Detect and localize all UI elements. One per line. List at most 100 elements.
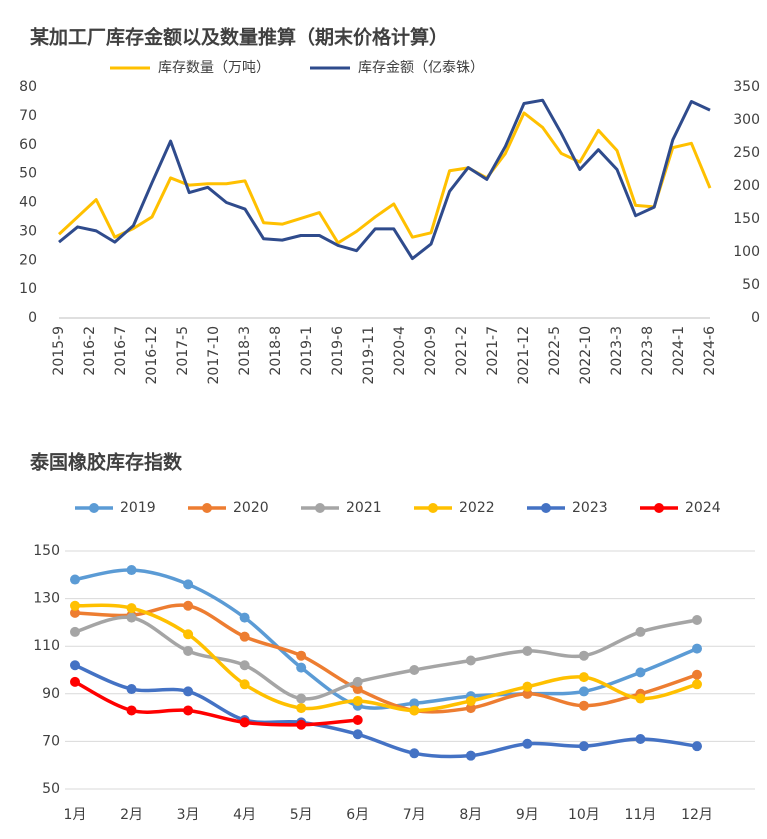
point — [409, 665, 420, 675]
point — [465, 750, 476, 761]
y-tick-label: 90 — [42, 686, 60, 702]
x-tick-label: 9月 — [516, 807, 539, 823]
point — [352, 695, 363, 706]
point — [126, 603, 137, 614]
x-tick-label: 2021-2 — [454, 326, 470, 376]
point — [465, 703, 476, 714]
point — [70, 660, 80, 671]
point — [70, 574, 80, 585]
point — [352, 676, 363, 687]
point — [692, 643, 702, 654]
legend-marker — [654, 503, 664, 513]
x-tick-label: 2019-11 — [361, 326, 377, 385]
y-tick-label: 150 — [33, 543, 60, 559]
x-tick-label: 2022-5 — [547, 326, 563, 376]
y2-tick-label: 200 — [733, 178, 760, 194]
x-tick-label: 2021-12 — [516, 326, 532, 385]
point — [352, 729, 363, 740]
x-tick-label: 2018-3 — [237, 326, 253, 376]
y2-tick-label: 150 — [733, 211, 760, 227]
point — [296, 650, 307, 661]
point — [578, 686, 589, 697]
point — [296, 662, 307, 673]
legend-marker — [428, 503, 438, 513]
point — [239, 631, 250, 642]
x-tick-label: 2017-10 — [206, 326, 222, 385]
x-tick-label: 2016-7 — [113, 326, 129, 376]
x-tick-label: 7月 — [403, 807, 426, 823]
point — [183, 645, 194, 656]
point — [183, 686, 194, 697]
y2-tick-label: 100 — [733, 244, 760, 260]
point — [352, 684, 363, 695]
point — [183, 579, 194, 590]
x-tick-label: 2019-6 — [330, 326, 346, 376]
y-tick-label: 30 — [19, 223, 37, 239]
x-tick-label: 1月 — [64, 807, 87, 823]
point — [522, 738, 533, 749]
point — [692, 615, 702, 626]
y2-tick-label: 50 — [742, 277, 760, 293]
point — [522, 688, 533, 699]
y-tick-label: 50 — [19, 166, 37, 182]
y-tick-label: 130 — [33, 591, 60, 607]
point — [635, 626, 646, 637]
x-tick-label: 2月 — [120, 807, 143, 823]
y2-tick-label: 350 — [733, 79, 760, 95]
point — [239, 679, 250, 690]
series-line — [74, 680, 358, 727]
y-tick-label: 0 — [28, 310, 37, 326]
point — [126, 612, 137, 623]
x-tick-label: 2019-1 — [299, 326, 315, 376]
legend-marker — [315, 503, 325, 513]
point — [635, 667, 646, 678]
y-tick-label: 60 — [19, 137, 37, 153]
point — [578, 741, 589, 752]
y-tick-label: 70 — [19, 108, 37, 124]
legend-marker — [541, 503, 551, 513]
point — [635, 693, 646, 704]
point — [70, 607, 80, 618]
x-tick-label: 12月 — [681, 807, 713, 823]
x-tick-label: 2022-10 — [578, 326, 594, 385]
x-tick-label: 2020-4 — [392, 326, 408, 376]
x-tick-label: 2021-7 — [485, 326, 501, 376]
point — [465, 655, 476, 666]
x-tick-label: 2016-12 — [144, 326, 160, 385]
series-line — [57, 111, 712, 245]
point — [578, 672, 589, 683]
y-tick-label: 80 — [19, 79, 37, 95]
point — [296, 693, 307, 704]
x-tick-label: 2020-9 — [423, 326, 439, 376]
legend-label: 2022 — [459, 500, 495, 516]
x-tick-label: 6月 — [346, 807, 369, 823]
point — [239, 612, 250, 623]
legend-label: 2021 — [346, 500, 382, 516]
point — [635, 734, 646, 745]
point — [692, 679, 702, 690]
legend-label: 2024 — [685, 500, 721, 516]
x-tick-label: 2017-5 — [175, 326, 191, 376]
y-tick-label: 110 — [33, 638, 60, 654]
y-tick-label: 20 — [19, 252, 37, 268]
x-tick-label: 10月 — [568, 807, 600, 823]
point — [692, 669, 702, 680]
legend-label: 2020 — [233, 500, 269, 516]
point — [296, 719, 307, 730]
x-tick-label: 2015-9 — [51, 326, 67, 376]
point — [70, 626, 80, 637]
point — [465, 695, 476, 706]
chart-title: 泰国橡胶库存指数 — [29, 451, 183, 474]
point — [409, 748, 420, 759]
point — [296, 703, 307, 714]
y-tick-label: 40 — [19, 195, 37, 211]
point — [522, 681, 533, 692]
x-tick-label: 2023-8 — [640, 326, 656, 376]
point — [70, 600, 80, 611]
point — [578, 700, 589, 711]
y-tick-label: 50 — [42, 781, 60, 797]
x-tick-label: 2023-3 — [609, 326, 625, 376]
x-tick-label: 2016-2 — [82, 326, 98, 376]
legend-label: 库存金额（亿泰铢） — [358, 60, 484, 76]
